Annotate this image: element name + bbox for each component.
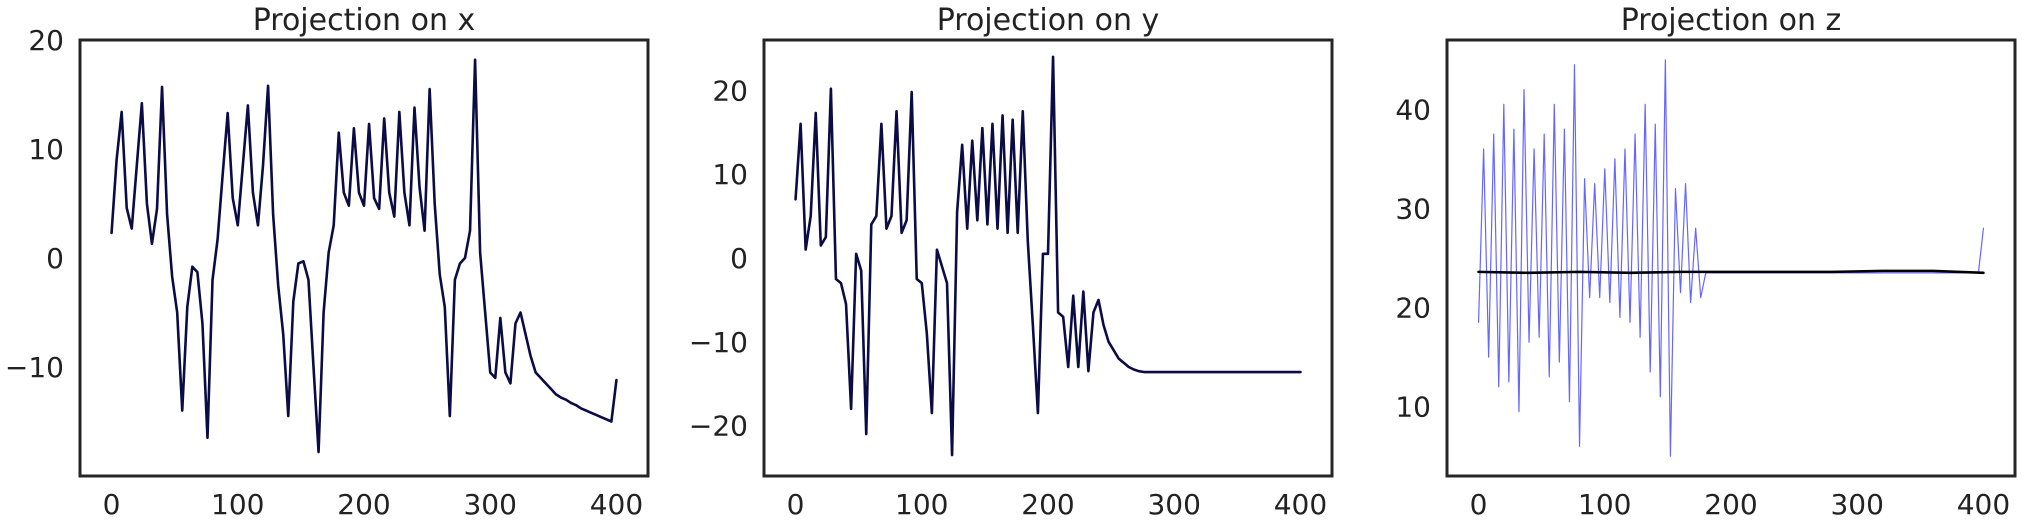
- y-tick-label: 20: [1395, 292, 1431, 325]
- chart-title: Projection on x: [253, 3, 476, 38]
- y-tick-label: 20: [28, 24, 64, 57]
- plot-frame: [78, 38, 650, 478]
- y-tick-label: −20: [689, 410, 748, 443]
- y-tick-label: 10: [712, 158, 748, 191]
- y-tick-label: 0: [730, 242, 748, 275]
- chart-title: Projection on z: [1621, 3, 1842, 38]
- subplot-x: Projection on x 0 100 200 300 400 −10 0 10 20: [5, 3, 650, 521]
- x-tick-label: 400: [1274, 488, 1327, 521]
- subplot-z: Projection on z 0 100 200 300 400 10 20 30 40: [1395, 3, 2017, 521]
- x-tick-label: 300: [1830, 488, 1883, 521]
- x-tick-label: 300: [463, 488, 516, 521]
- chart-title: Projection on y: [937, 3, 1160, 38]
- x-tick-label: 200: [1021, 488, 1074, 521]
- x-tick-label: 100: [211, 488, 264, 521]
- x-tick-label: 100: [1578, 488, 1631, 521]
- y-tick-label: 10: [28, 133, 64, 166]
- series-line-1: [1477, 269, 1985, 275]
- x-tick-label: 300: [1147, 488, 1200, 521]
- y-tick-label: −10: [5, 351, 64, 384]
- subplot-y: Projection on y 0 100 200 300 400 −20 −10 0 10 20: [689, 3, 1334, 521]
- series-line-0: [1477, 59, 1985, 457]
- x-tick-label: 200: [1704, 488, 1757, 521]
- y-tick-label: 0: [46, 242, 64, 275]
- plot-frame: [762, 38, 1334, 478]
- plot-frame: [1445, 38, 2017, 478]
- x-tick-label: 100: [895, 488, 948, 521]
- x-tick-label: 0: [787, 488, 805, 521]
- series-line-0: [794, 55, 1302, 457]
- y-tick-label: −10: [689, 326, 748, 359]
- y-tick-label: 20: [712, 74, 748, 107]
- y-tick-label: 30: [1395, 192, 1431, 225]
- x-tick-label: 200: [337, 488, 390, 521]
- series-line-0: [110, 58, 618, 454]
- x-tick-label: 0: [1470, 488, 1488, 521]
- x-tick-label: 0: [103, 488, 121, 521]
- y-tick-label: 10: [1395, 391, 1431, 424]
- x-tick-label: 400: [590, 488, 643, 521]
- y-tick-label: 40: [1395, 93, 1431, 126]
- x-tick-label: 400: [1957, 488, 2010, 521]
